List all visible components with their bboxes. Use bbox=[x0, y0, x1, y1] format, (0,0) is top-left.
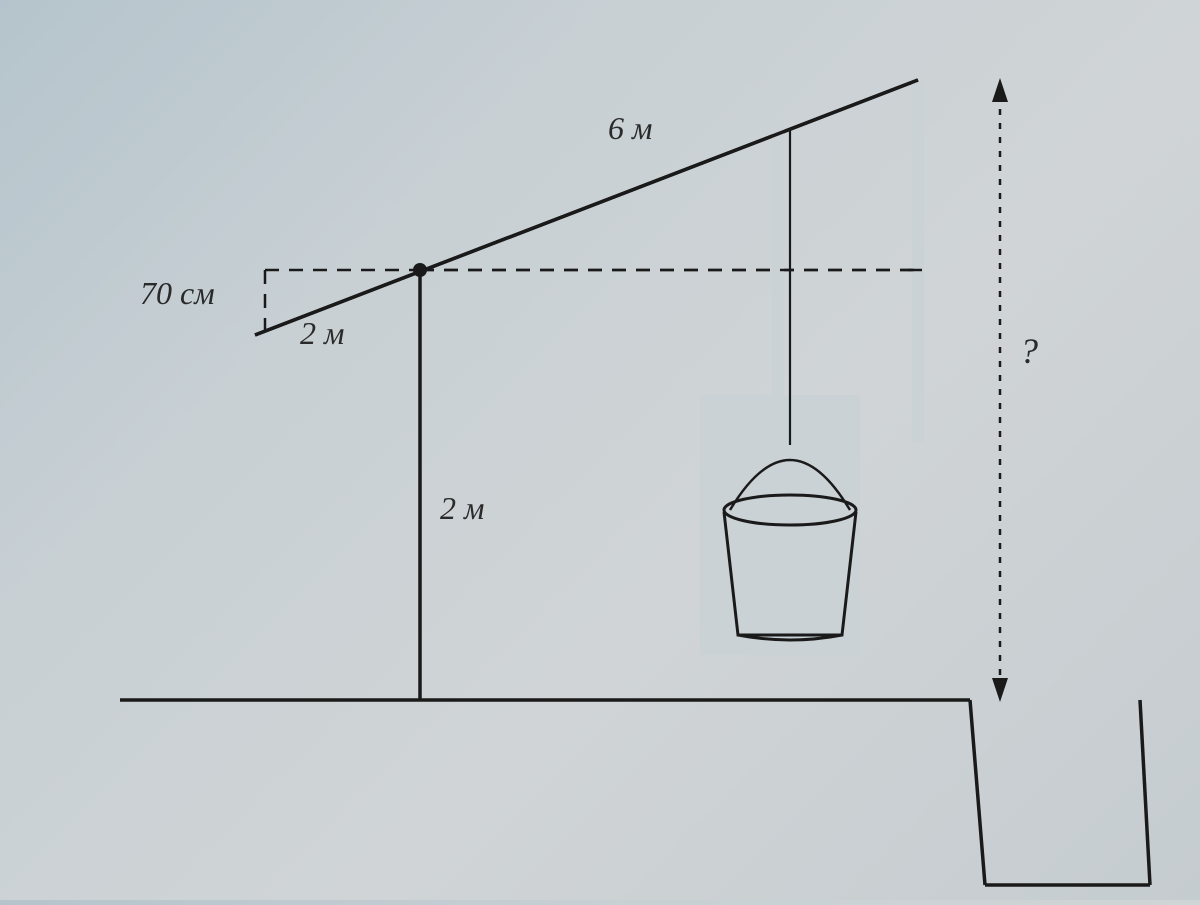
label-lever-long: 6 м bbox=[608, 110, 652, 147]
final-corrections bbox=[0, 0, 1200, 900]
label-unknown: ? bbox=[1020, 330, 1038, 372]
lever-redraw bbox=[255, 80, 918, 335]
patch2 bbox=[772, 120, 784, 460]
label-post-height: 2 м bbox=[440, 490, 484, 527]
label-drop-height: 70 см bbox=[140, 275, 215, 312]
diagram-container bbox=[0, 0, 1200, 900]
patch3 bbox=[912, 82, 924, 442]
label-lever-short: 2 м bbox=[300, 315, 344, 352]
